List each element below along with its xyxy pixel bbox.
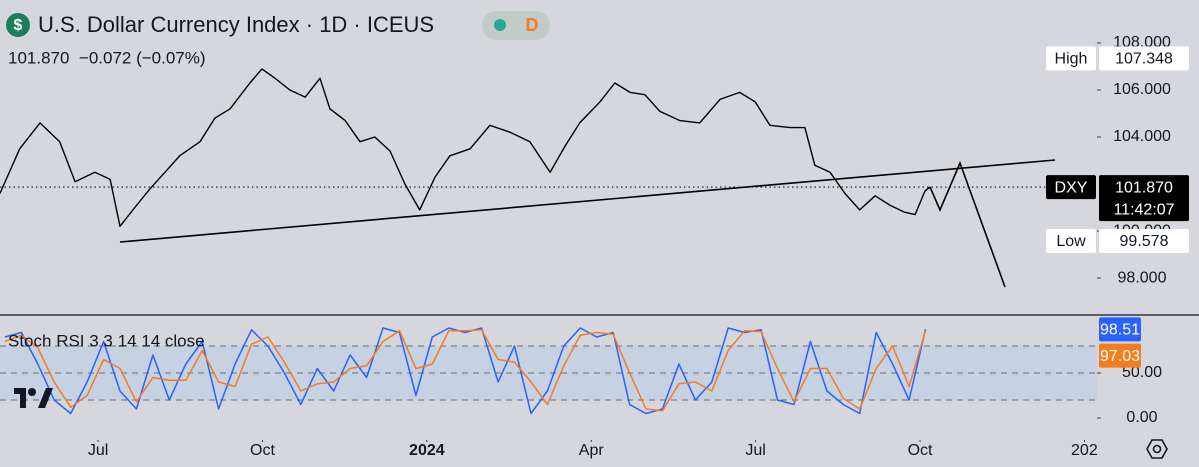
price-label-time: 11:42:07 (1113, 201, 1174, 218)
chart-title: U.S. Dollar Currency Index · 1D · ICEUS (38, 12, 434, 37)
series-line (4, 327, 927, 415)
trend-line (119, 159, 1056, 243)
price-label-name: High (1055, 51, 1088, 68)
indicator-title: Stoch RSI 3 3 14 14 close (8, 331, 205, 350)
data-layer (0, 68, 931, 415)
value-label-box (1099, 343, 1141, 368)
x-tick-label: Jul (745, 442, 765, 459)
price-label-value: 107.348 (1115, 51, 1173, 68)
settings-button[interactable] (1146, 439, 1168, 459)
grid-layer (0, 42, 1101, 442)
price-label-box (1099, 228, 1189, 253)
status-dot (494, 19, 506, 31)
status-pill[interactable] (482, 11, 550, 40)
series-line (0, 68, 931, 227)
label-layer: 98.000100.000104.000106.000108.000High10… (88, 34, 1189, 459)
price-label-value: 99.578 (1120, 233, 1169, 250)
price-label-name: DXY (1055, 179, 1088, 196)
price-label-name-box (1046, 228, 1096, 253)
price-label-name: Low (1056, 233, 1086, 250)
value-label: 97.03 (1100, 348, 1140, 365)
y-tick-label: 104.000 (1113, 128, 1171, 145)
price-label-name-box (1046, 46, 1096, 71)
value-label-box (1099, 317, 1141, 342)
price-label-name-box (1046, 175, 1096, 200)
symbol-icon: $ (14, 17, 23, 34)
logo (14, 388, 53, 408)
overbought-band (0, 345, 1097, 401)
x-tick-label: 202 (1071, 442, 1098, 459)
price-label-value: 101.870 (1115, 179, 1173, 196)
price-label-box (1099, 175, 1189, 222)
x-tick-label: Jul (88, 442, 108, 459)
price-label-box (1099, 46, 1189, 71)
projection-line (929, 160, 1006, 288)
x-tick-label: Oct (908, 442, 933, 459)
x-tick-label: Oct (250, 442, 275, 459)
chart-subtitle: 101.870 −0.072 (−0.07%) (8, 48, 206, 67)
x-tick-label: Apr (579, 442, 605, 459)
series-line (4, 329, 927, 412)
y-tick-label: 106.000 (1113, 81, 1171, 98)
value-label: 98.51 (1100, 322, 1140, 339)
y-tick-label: 50.00 (1122, 364, 1162, 381)
x-tick-label: 2024 (409, 442, 445, 459)
y-tick-label: 0.00 (1126, 409, 1157, 426)
badge: D (526, 15, 539, 35)
y-tick-label: 98.000 (1118, 269, 1167, 286)
symbol-icon-bg (6, 13, 30, 37)
